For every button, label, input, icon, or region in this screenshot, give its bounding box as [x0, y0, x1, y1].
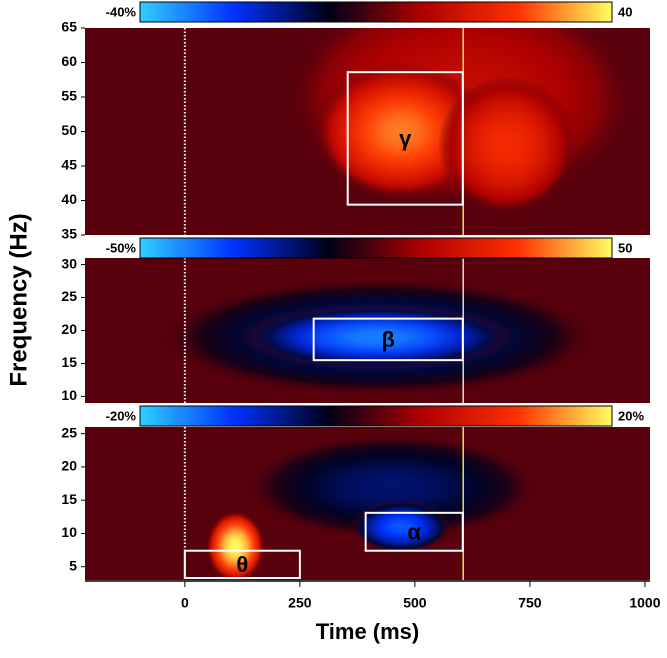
y-tick-label: 30	[61, 255, 77, 271]
region-box	[312, 317, 464, 362]
colorbar-min-label: -50%	[106, 240, 137, 255]
y-tick-label: 20	[61, 321, 77, 337]
colorbar	[139, 1, 613, 23]
y-tick-label: 5	[69, 557, 77, 573]
y-tick-label: 35	[61, 226, 77, 242]
hotspot	[205, 510, 266, 580]
region-box	[183, 549, 301, 580]
panel: γ 35 40 45 50 55 60 65 -40% 40	[61, 1, 650, 242]
x-tick-label: 500	[403, 595, 427, 611]
y-tick-label: 15	[61, 354, 77, 370]
colorbar-min-label: -40%	[106, 4, 137, 19]
y-axis-title: Frequency (Hz)	[5, 213, 32, 386]
panel: α θ 5 10 15 20 25 -20% 20% 0 250 500 750 1000 Time (ms…	[61, 405, 661, 644]
y-tick-label: 45	[61, 157, 77, 173]
y-tick-label: 60	[61, 53, 77, 69]
colorbar	[139, 237, 613, 259]
y-tick-label: 50	[61, 122, 77, 138]
y-tick-label: 20	[61, 458, 77, 474]
y-tick-label: 25	[61, 424, 77, 440]
y-tick-label: 55	[61, 88, 77, 104]
region-label: α	[407, 520, 421, 545]
y-tick-label: 10	[61, 524, 77, 540]
hotspot	[240, 304, 517, 371]
x-axis-title: Time (ms)	[316, 619, 420, 644]
colorbar-max-label: 40	[618, 4, 632, 19]
y-tick-label: 10	[61, 387, 77, 403]
x-tick-label: 0	[181, 595, 189, 611]
region-label: θ	[236, 552, 248, 577]
hotspot	[437, 76, 576, 215]
region-box	[346, 71, 464, 206]
heatmap	[157, 277, 599, 397]
colorbar-max-label: 20%	[618, 408, 644, 423]
colorbar-max-label: 50	[618, 240, 632, 255]
region-label: β	[381, 327, 394, 352]
hotspot	[244, 433, 540, 541]
x-tick-label: 750	[518, 595, 542, 611]
x-tick-label: 1000	[629, 595, 660, 611]
colorbar-min-label: -20%	[106, 408, 137, 423]
panel: β 10 15 20 25 30 -50% 50 Frequency (Hz)	[5, 213, 650, 403]
region-label: γ	[399, 126, 412, 151]
y-tick-label: 25	[61, 288, 77, 304]
x-tick-label: 250	[288, 595, 312, 611]
y-tick-label: 15	[61, 491, 77, 507]
colorbar	[139, 405, 613, 427]
y-tick-label: 65	[61, 19, 77, 35]
region-box	[364, 511, 464, 552]
y-tick-label: 40	[61, 191, 77, 207]
